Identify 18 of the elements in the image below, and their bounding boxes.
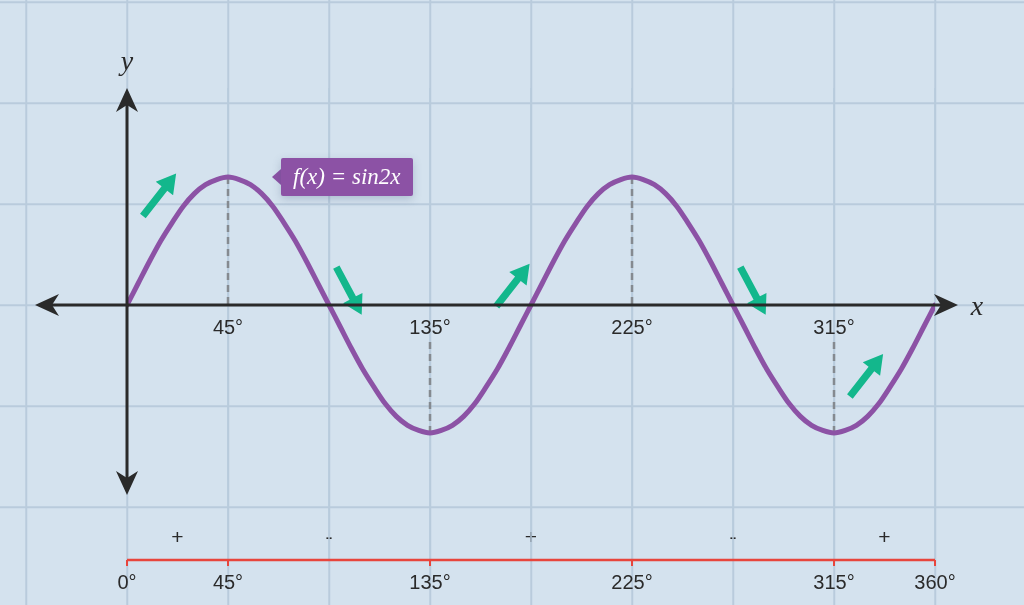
ref-line-label: 45° xyxy=(212,316,244,338)
x-tick-label: 45° xyxy=(212,571,244,594)
x-tick-label: 360° xyxy=(914,571,956,594)
ref-line-label: 135° xyxy=(409,316,451,338)
x-tick-label: 0° xyxy=(117,571,137,594)
ref-line-label: 315° xyxy=(813,316,855,338)
ref-line-label: 225° xyxy=(611,316,653,338)
x-tick-label: 315° xyxy=(813,571,855,594)
x-tick-label: 225° xyxy=(611,571,653,594)
text: - xyxy=(729,524,737,548)
x-axis-title: x xyxy=(969,289,984,321)
x-tick-label: 135° xyxy=(409,571,451,594)
callout: f(x) = sin2x xyxy=(272,158,413,196)
y-axis-title: y xyxy=(117,44,134,76)
text: + xyxy=(878,524,891,548)
text: + xyxy=(524,524,538,548)
text: + xyxy=(171,524,184,548)
text: - xyxy=(325,524,333,548)
